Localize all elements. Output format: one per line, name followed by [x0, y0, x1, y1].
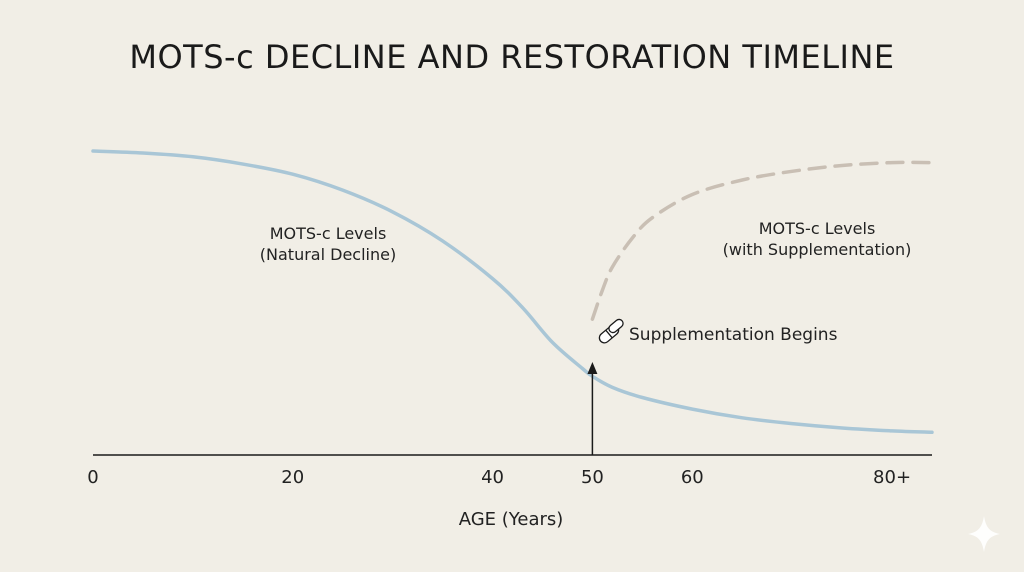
x-tick-label: 50: [581, 467, 604, 488]
x-tick-label: 80+: [873, 467, 911, 488]
x-axis: 0 20 40 50 60 80+ AGE (Years): [87, 454, 932, 530]
x-tick-label: 40: [481, 467, 504, 488]
x-tick-label: 20: [281, 467, 304, 488]
natural-decline-series-line: [91, 149, 934, 435]
x-tick-label: 60: [681, 467, 704, 488]
sparkle-icon: [968, 516, 1000, 552]
x-tick-label: 0: [87, 467, 98, 488]
series-label: MOTS-c Levels (Natural Decline): [260, 224, 396, 264]
annotation-layer: Supplementation Begins: [587, 318, 838, 455]
series-label: MOTS-c Levels (with Supplementation): [723, 219, 912, 259]
supplementation-series-line: [590, 160, 934, 321]
chart-title: MOTS-c DECLINE AND RESTORATION TIMELINE: [129, 38, 895, 76]
x-axis-title: AGE (Years): [459, 509, 564, 530]
supplementation-label: Supplementation Begins: [629, 325, 838, 345]
series-layer: MOTS-c Levels (Natural Decline) MOTS-c Lev…: [91, 149, 934, 435]
arrow-head: [587, 362, 598, 374]
